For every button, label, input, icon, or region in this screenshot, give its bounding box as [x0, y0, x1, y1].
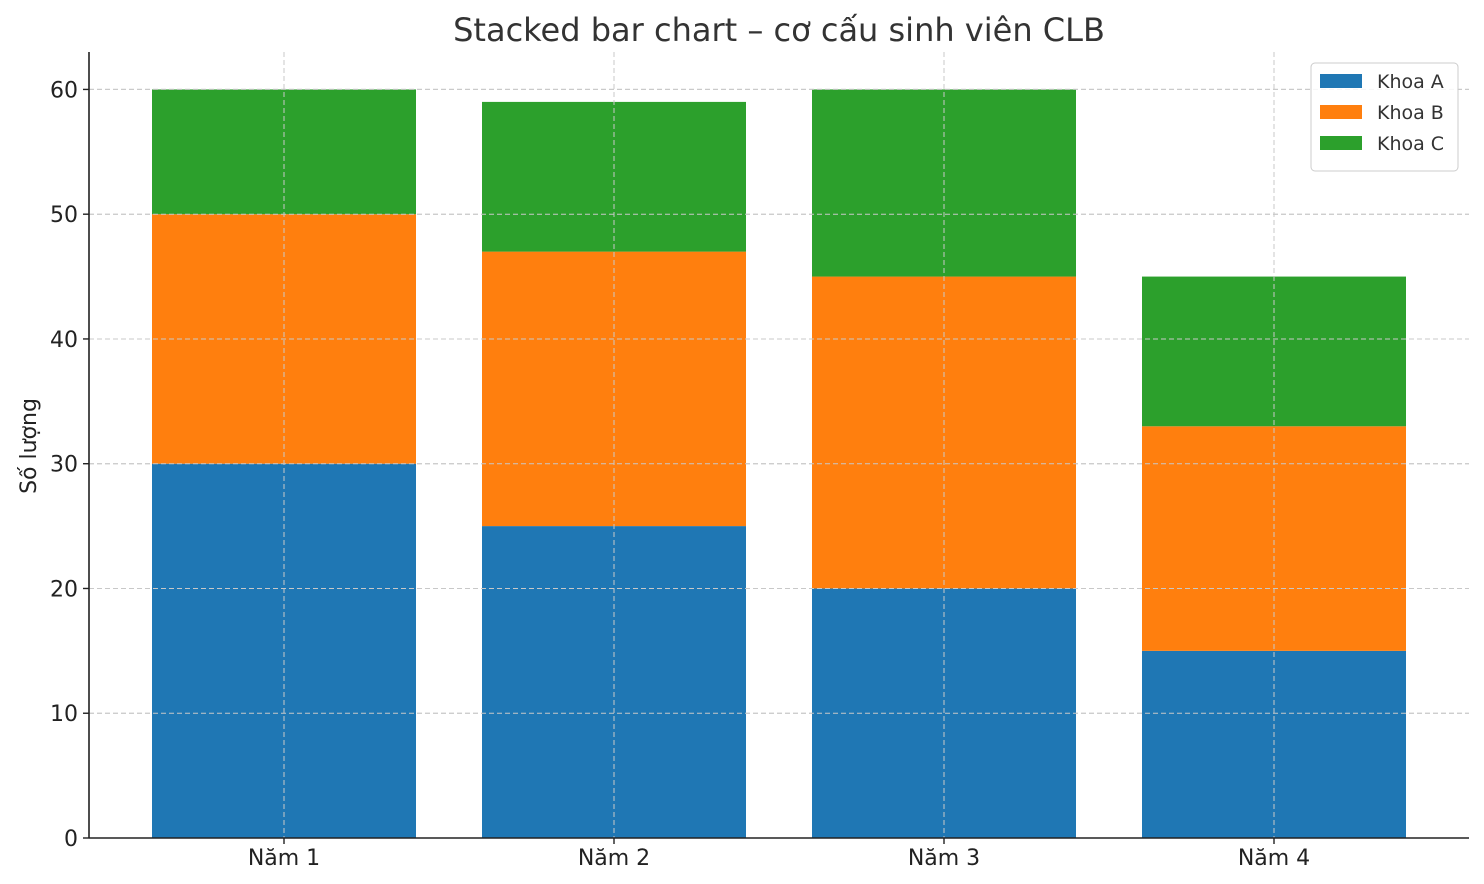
- legend-swatch: [1320, 136, 1362, 150]
- legend-label: Khoa B: [1377, 102, 1444, 124]
- x-tick-label: Năm 3: [908, 846, 980, 871]
- y-tick-label: 50: [50, 203, 78, 228]
- bars: [89, 52, 1469, 838]
- bar-segment-khoa-a-2: [482, 526, 746, 838]
- y-tick-label: 60: [50, 78, 78, 103]
- y-tick-label: 0: [64, 827, 78, 852]
- y-tick-label: 40: [50, 328, 78, 353]
- y-tick-label: 30: [50, 453, 78, 478]
- axes: [83, 52, 1469, 844]
- x-tick-label: Năm 2: [578, 846, 650, 871]
- y-tick-label: 20: [50, 577, 78, 602]
- bar-segment-khoa-b-4: [1142, 426, 1406, 651]
- legend-swatch: [1320, 74, 1362, 88]
- tick-labels: 0 10 20 30 40 50 60 Năm 1 Năm 2 Năm 3 Năm 4: [50, 78, 1310, 871]
- x-tick-label: Năm 1: [248, 846, 320, 871]
- chart-title: Stacked bar chart – cơ cấu sinh viên CLB: [453, 11, 1105, 49]
- legend-label: Khoa C: [1377, 133, 1444, 155]
- y-tick-label: 10: [50, 702, 78, 727]
- legend-label: Khoa A: [1377, 71, 1444, 93]
- y-axis-label: Số lượng: [17, 398, 42, 494]
- x-tick-label: Năm 4: [1238, 846, 1310, 871]
- legend: Khoa A Khoa B Khoa C: [1310, 62, 1459, 172]
- legend-swatch: [1320, 105, 1362, 119]
